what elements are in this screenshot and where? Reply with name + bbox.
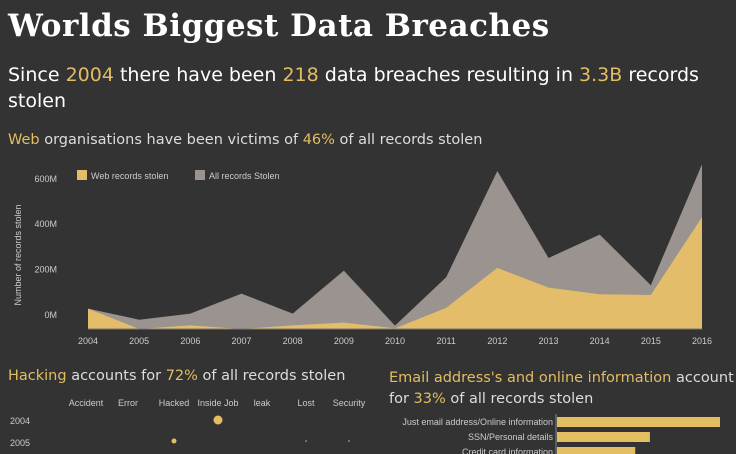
- highlight-year: 2004: [65, 64, 114, 86]
- text: of all records stolen: [445, 391, 594, 407]
- y-tick-label: 400M: [34, 219, 57, 229]
- hl: Web: [8, 132, 40, 148]
- legend: Web records stolen All records Stolen: [77, 170, 280, 181]
- x-tick-label: 2004: [78, 336, 98, 346]
- row-label: 2004: [10, 416, 30, 426]
- x-tick-label: 2011: [436, 336, 455, 346]
- breach-type-matrix: Accident Error Hacked Inside Job leak Lost Sec…: [10, 398, 366, 448]
- page-title: Worlds Biggest Data Breaches: [8, 8, 550, 44]
- x-tick-label: 2010: [385, 336, 405, 346]
- column-header: Lost: [297, 398, 315, 408]
- x-tick-label: 2016: [692, 336, 712, 346]
- y-axis-label: Number of records stolen: [13, 204, 23, 305]
- email-heading: Email address's and online information a…: [389, 368, 734, 410]
- highlight-records: 3.3B: [579, 64, 623, 86]
- column-header: Inside Job: [197, 398, 238, 408]
- x-tick-label: 2007: [231, 336, 251, 346]
- legend-label-all: All records Stolen: [209, 171, 280, 181]
- text: organisations have been victims of: [39, 132, 303, 148]
- bar: [557, 432, 650, 442]
- dot: [348, 440, 350, 442]
- text: accounts for: [66, 368, 166, 384]
- hl: 72%: [165, 368, 198, 384]
- text: there have been: [113, 64, 283, 86]
- legend-label-web: Web records stolen: [91, 171, 168, 181]
- text: records stolen: [8, 64, 699, 112]
- text: of all records stolen: [334, 132, 483, 148]
- y-tick-label: 0M: [44, 310, 57, 320]
- column-header: Hacked: [159, 398, 190, 408]
- x-tick-label: 2014: [590, 336, 610, 346]
- y-tick-label: 600M: [34, 174, 57, 184]
- area-web: [88, 217, 702, 329]
- x-tick-label: 2015: [641, 336, 661, 346]
- subtitle: Since 2004 there have been 218 data brea…: [8, 62, 708, 114]
- x-tick-label: 2006: [180, 336, 200, 346]
- text: Since: [8, 64, 66, 86]
- column-header: Security: [333, 398, 366, 408]
- bar-label: Just email address/Online information: [402, 417, 553, 427]
- column-header: Accident: [69, 398, 104, 408]
- text: of all records stolen: [197, 368, 346, 384]
- column-header: Error: [118, 398, 138, 408]
- dot: [171, 438, 177, 444]
- legend-swatch-all: [195, 170, 205, 180]
- hl: 46%: [302, 132, 335, 148]
- hl: Hacking: [8, 368, 67, 384]
- y-tick-label: 200M: [34, 265, 57, 275]
- dot: [305, 440, 307, 442]
- highlight-count: 218: [282, 64, 319, 86]
- hl: Email address's and online information: [389, 370, 672, 386]
- column-header: leak: [254, 398, 271, 408]
- text: account for: [389, 370, 734, 407]
- dot: [213, 415, 223, 425]
- legend-swatch-web: [77, 170, 87, 180]
- bar-label: SSN/Personal details: [468, 432, 554, 442]
- x-tick-label: 2008: [283, 336, 303, 346]
- bar: [557, 417, 720, 427]
- area-chart: Web records stolen All records Stolen Nu…: [13, 164, 712, 346]
- text: data breaches resulting in: [318, 64, 580, 86]
- data-type-bar-chart: Just email address/Online information SSN…: [402, 414, 720, 454]
- x-tick-label: 2013: [538, 336, 558, 346]
- x-tick-label: 2012: [487, 336, 507, 346]
- hl: 33%: [413, 391, 446, 407]
- x-tick-label: 2009: [334, 336, 354, 346]
- hacking-heading: Hacking accounts for 72% of all records …: [8, 368, 345, 384]
- web-heading: Web organisations have been victims of 4…: [8, 132, 482, 148]
- bar: [557, 447, 636, 454]
- bar-label: Credit card information: [462, 447, 553, 454]
- x-tick-label: 2005: [129, 336, 149, 346]
- row-label: 2005: [10, 438, 30, 448]
